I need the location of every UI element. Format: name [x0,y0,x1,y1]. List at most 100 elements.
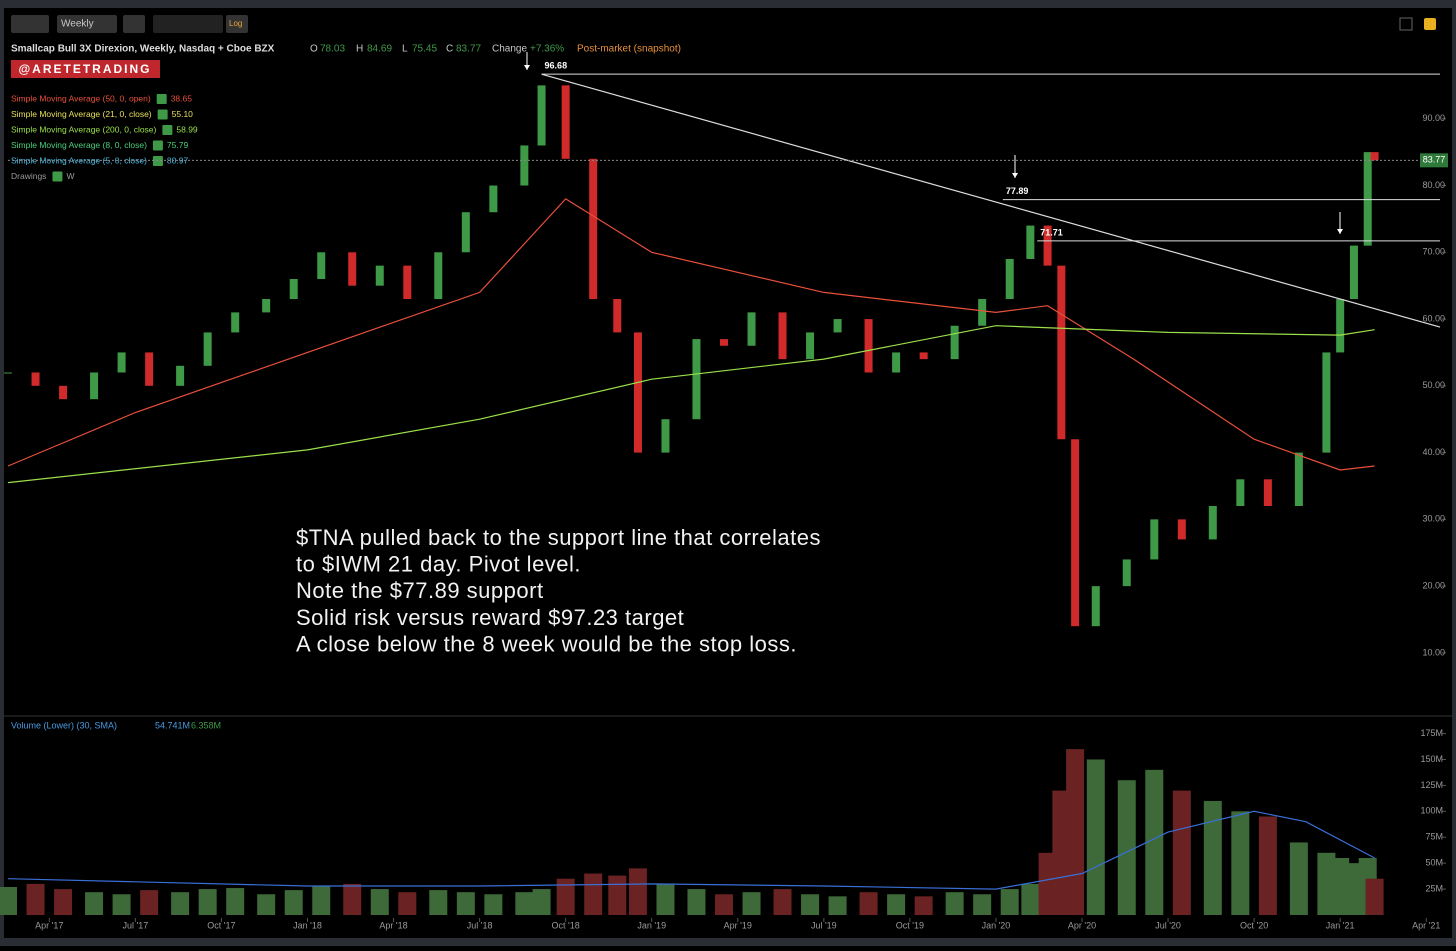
ohlc-key: O [310,44,318,55]
x-tick-label: Oct '18 [552,920,580,930]
symbol: Smallcap Bull 3X Direxion, Weekly, Nasda… [11,44,275,55]
chart-type-button[interactable] [11,15,49,33]
volume-bar [140,890,159,915]
candle [978,299,987,326]
x-tick-label: Jan '18 [293,920,322,930]
volume-bar [26,883,45,915]
volume-bar [556,878,575,915]
y-tick-label: 20.00 [1422,581,1445,591]
level-label: 77.89 [1006,186,1029,196]
log-button[interactable] [226,15,248,33]
candle [520,145,529,186]
candle [231,312,240,333]
candle [1005,258,1014,300]
volume-bar [715,894,733,915]
volume-bar [1344,863,1363,915]
study-badge [157,109,168,120]
candle [720,339,728,346]
candle [537,85,546,146]
candle [4,372,12,374]
settings-button[interactable] [123,15,145,33]
volume-bar [112,894,131,915]
candle [1043,225,1052,266]
ohlc-value: 83.77 [456,44,481,55]
volume-bar [801,894,820,915]
x-tick-label: Oct '20 [1240,920,1268,930]
x-tick-label: Jan '20 [982,920,1011,930]
candle [1236,479,1245,507]
volume-bar [0,887,17,915]
moving-average [7,198,1375,471]
volume-bar [456,892,475,915]
ohlc-key: L [402,44,408,55]
volume-bar [859,892,878,915]
study-badge [156,94,167,104]
arrow-head [1337,229,1343,234]
volume-bar [398,892,417,915]
annotation-line: to $IWM 21 day. Pivot level. [296,552,581,577]
badge-text: @ARETETRADING [18,62,151,76]
candle [1057,265,1066,440]
annotation-line: $TNA pulled back to the support line tha… [296,525,821,550]
tools-group[interactable] [153,15,223,33]
volume-bar [1365,878,1384,915]
candle [589,158,598,300]
candle [950,325,959,360]
fullscreen-button[interactable] [1399,17,1413,31]
x-tick-label: Apr '17 [35,920,63,930]
y-tick-label: 125M [1420,780,1443,790]
volume-bar [1038,852,1057,915]
volume-bar [226,888,245,915]
y-tick-label: 100M [1420,806,1443,816]
study-value: W [66,171,74,181]
x-tick-label: Jan '21 [1326,920,1355,930]
ohlc-value: 75.45 [412,44,437,55]
candle [1336,299,1345,353]
volume-bar [945,892,964,915]
x-tick-label: Oct '17 [207,920,235,930]
ohlc-value: 84.69 [367,44,392,55]
candle [661,419,670,453]
volume-bar [54,889,73,915]
arrow-head [524,65,530,70]
study-label: Simple Moving Average (200, 0, close) [11,124,157,134]
candle [461,212,470,253]
candle [1071,439,1080,627]
candle [434,252,443,300]
volume-bar [1021,883,1040,915]
candle [1370,152,1379,161]
candle [633,332,642,453]
volume-bar [1172,790,1191,915]
candle [1349,245,1358,300]
study-value: 38.65 [171,93,193,103]
volume-bar [1203,800,1222,915]
ohlc-key: Change [492,44,527,55]
snapshot-button[interactable] [1424,18,1436,30]
volume-bar [887,894,906,915]
y-tick-label: 10.00 [1422,647,1445,657]
volume-bar [608,875,627,915]
interval-dropdown[interactable] [57,15,117,33]
volume-bar [1145,769,1164,915]
candle [1026,225,1035,259]
x-tick-label: Jul '18 [467,920,493,930]
candle [145,352,154,386]
volume-bar [628,868,647,915]
candle [613,299,622,333]
session: Post-market (snapshot) [577,44,681,55]
study-label: Simple Moving Average (5, 0, close) [11,155,147,165]
volume-bar [1317,852,1336,915]
candle [1322,352,1331,453]
volume-bar [1086,759,1105,915]
candle [262,299,271,313]
volume-bar [312,885,331,915]
candle [59,385,68,400]
log-label: Log [229,19,242,28]
volume-bar [828,896,847,915]
candle [203,332,212,366]
volume-bar [914,896,933,915]
arrow-head [1012,173,1018,178]
x-tick-label: Apr '18 [379,920,407,930]
volume-bar [1052,790,1071,915]
volume-bar [1289,842,1308,915]
